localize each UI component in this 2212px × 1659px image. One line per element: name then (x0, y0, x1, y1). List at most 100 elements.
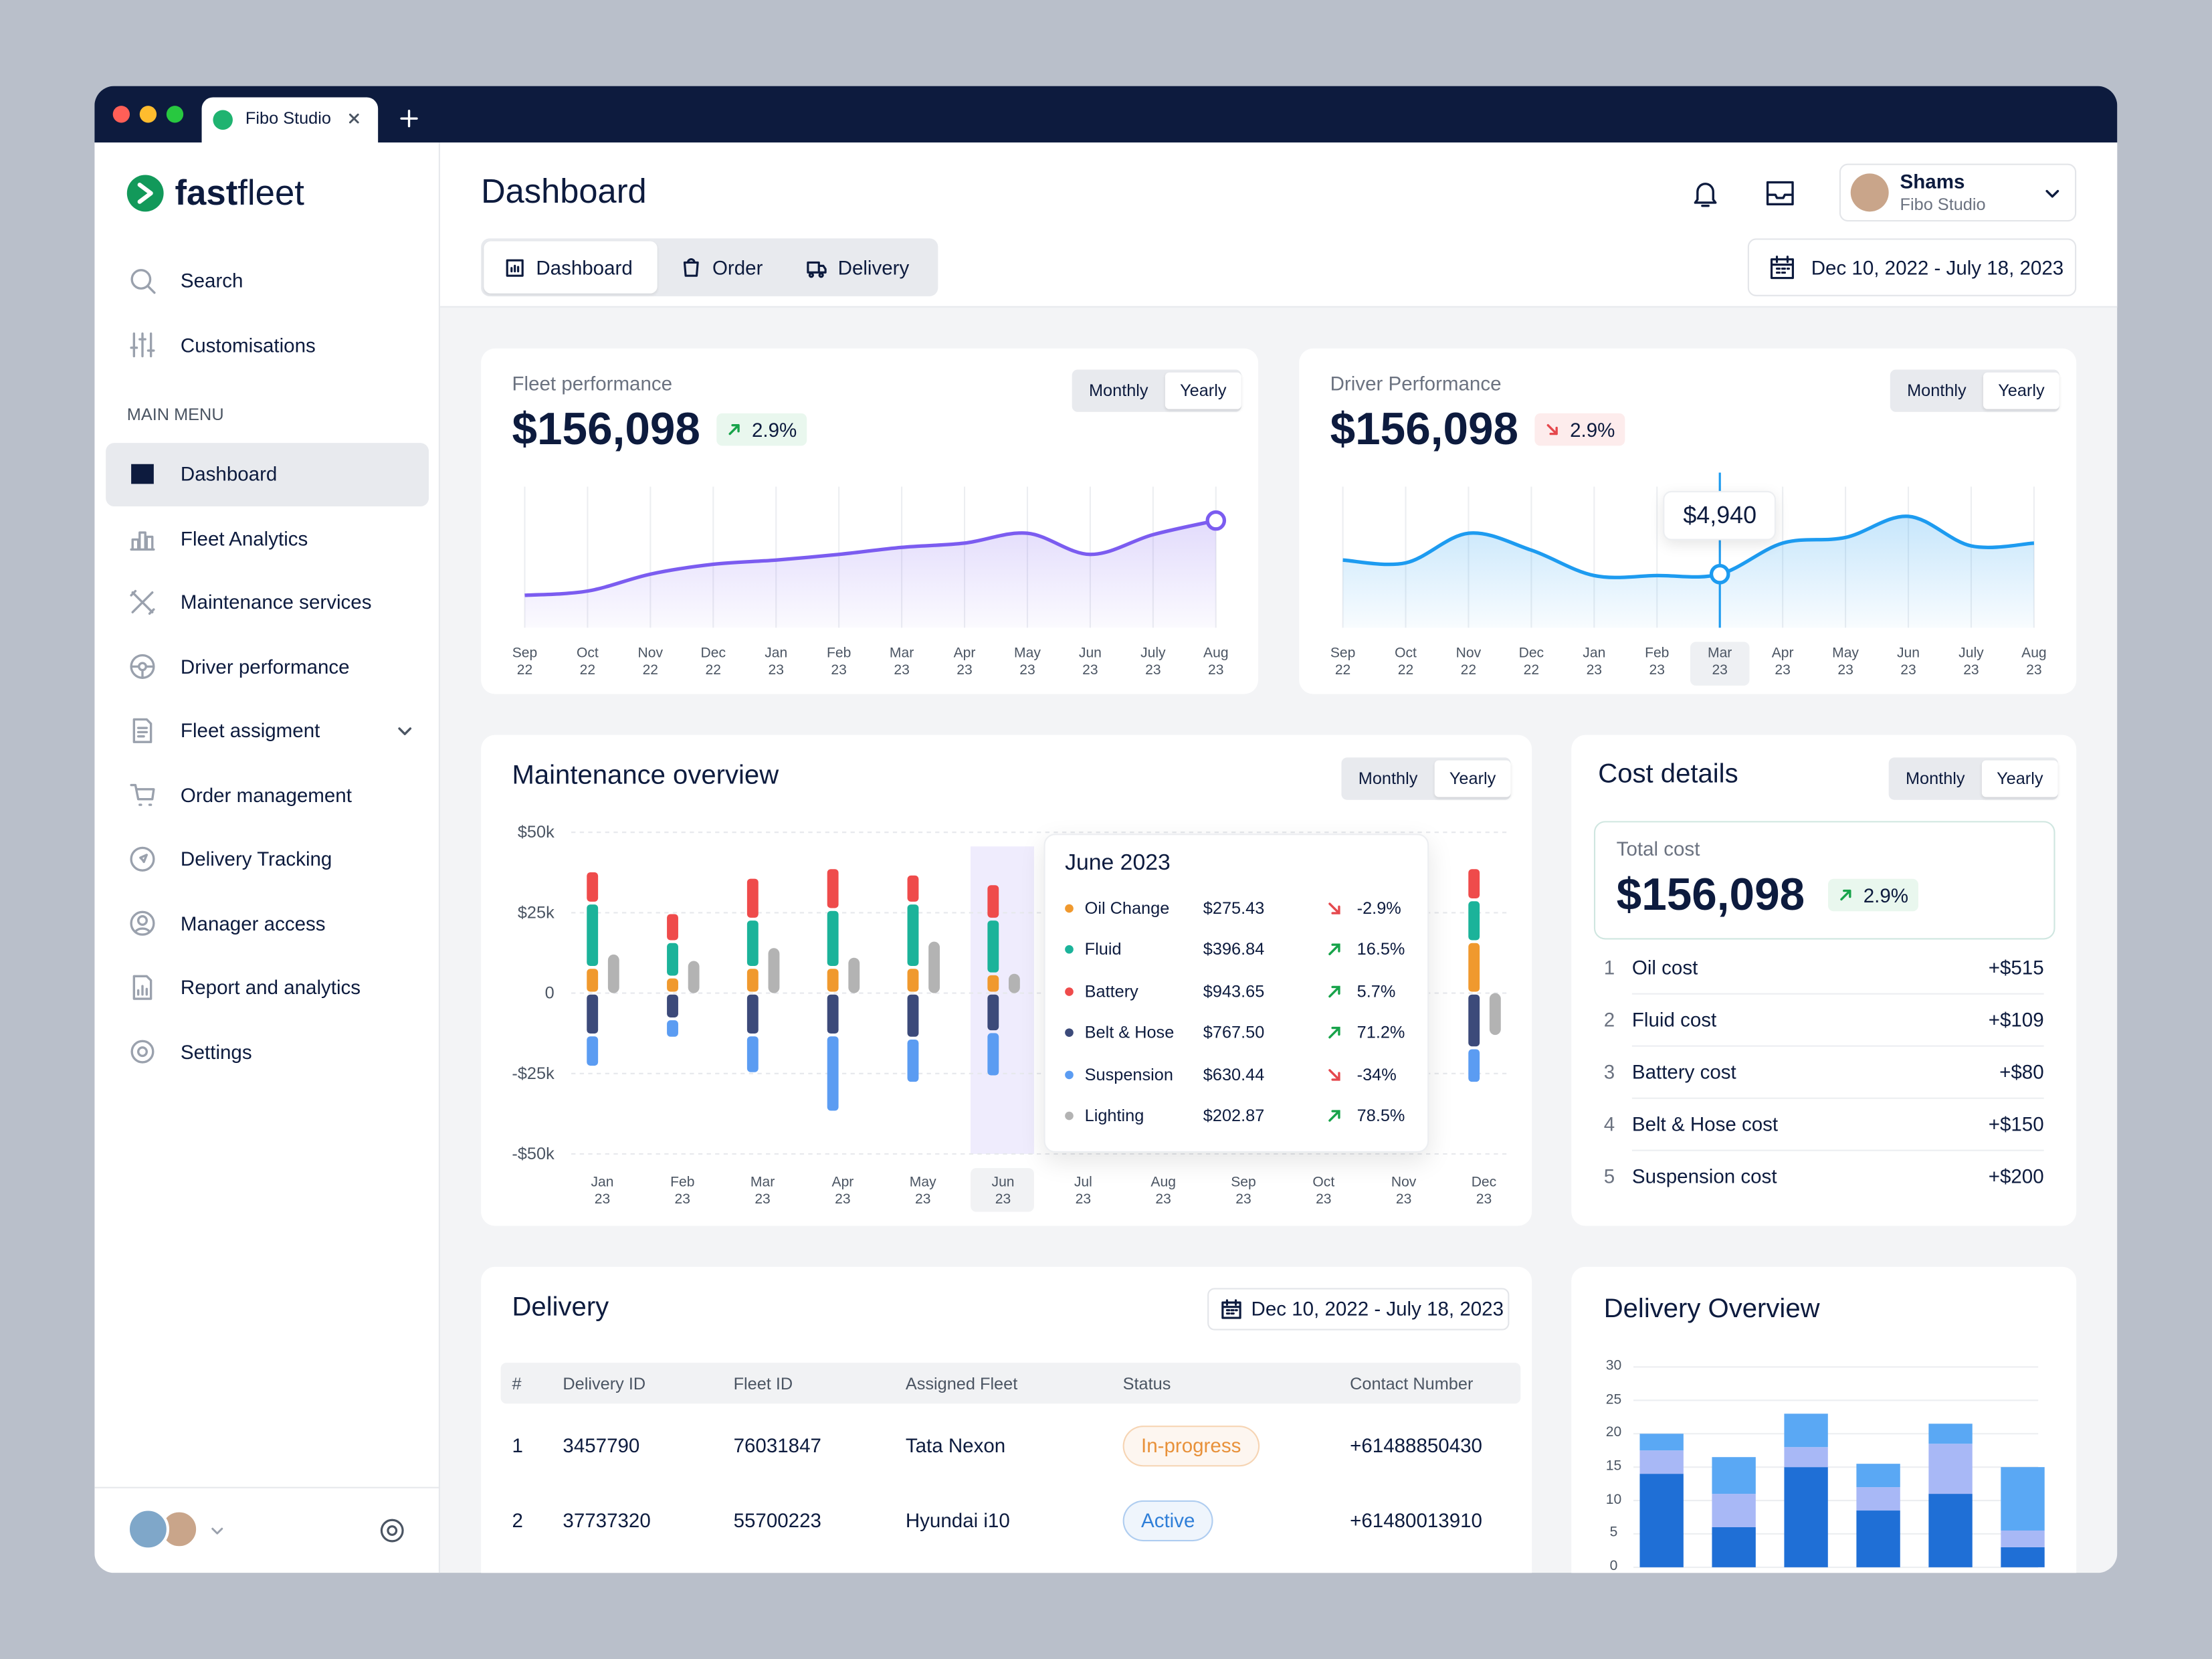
x-tick-label: Jan 23 (591, 1175, 614, 1208)
y-tick-label: 0 (1609, 1559, 1618, 1575)
window-control[interactable] (139, 106, 157, 123)
column-header: Fleet ID (733, 1373, 793, 1393)
menu-item[interactable] (106, 443, 429, 507)
icon (130, 269, 156, 294)
table-cell: 2 (512, 1508, 523, 1532)
bar-segment (587, 969, 599, 992)
icon (1770, 256, 1794, 280)
table-cell: 55700223 (733, 1508, 821, 1532)
table-header (500, 1363, 1521, 1404)
trend-arrow (1328, 902, 1340, 914)
bar-segment (987, 885, 999, 918)
sidebar (94, 142, 440, 1573)
y-tick-label: 5 (1609, 1525, 1618, 1541)
period-option[interactable] (1434, 760, 1511, 797)
bar-segment (746, 920, 759, 967)
x-tick-label: May 23 (1014, 646, 1041, 679)
window-control[interactable] (166, 106, 184, 123)
bar-segment (827, 1036, 839, 1111)
icon (130, 1040, 155, 1064)
period-option[interactable] (1165, 372, 1241, 409)
trend-arrow (1328, 1110, 1340, 1122)
bar-segment (907, 994, 919, 1037)
avatar[interactable] (126, 1508, 170, 1551)
period-option[interactable] (1981, 760, 2058, 797)
x-tick-label: Feb 23 (1645, 646, 1670, 679)
icon (132, 975, 153, 1000)
bar-segment (907, 969, 919, 992)
period-option[interactable] (1983, 372, 2059, 409)
x-tick-label: Nov 23 (1391, 1175, 1417, 1208)
bar-segment (607, 954, 619, 993)
tooltip-title: June 2023 (1065, 851, 1171, 876)
date-range-picker[interactable] (1747, 238, 2077, 296)
trend-arrow-path (1328, 1027, 1340, 1039)
icon (130, 531, 155, 551)
x-tick-label: Dec 22 (700, 646, 726, 679)
tooltip-change: 5.7% (1356, 981, 1396, 1001)
trend-arrow-path (1328, 902, 1340, 914)
table-cell: 76031847 (733, 1434, 821, 1457)
period-option-label: Yearly (1998, 380, 2045, 401)
menu-item-label: Settings (180, 1040, 252, 1063)
x-tick-label: Mar 23 (750, 1175, 775, 1208)
item-value: +$200 (1988, 1165, 2044, 1187)
x-tick-label: Jun 23 (991, 1175, 1015, 1208)
icon (130, 846, 155, 872)
icon (728, 423, 740, 435)
x-tick-label: Feb 23 (826, 646, 851, 679)
bar-segment (907, 1040, 919, 1082)
tooltip-change: -34% (1356, 1064, 1397, 1084)
chart-tooltip (1043, 834, 1429, 1153)
line (524, 518, 1217, 597)
item-value: +$150 (1988, 1112, 2044, 1135)
bar-segment (928, 941, 940, 993)
menu-item-label: Delivery Tracking (180, 847, 332, 870)
bar-segment (587, 872, 599, 902)
row-divider (1631, 1045, 2044, 1047)
bar-segment (1008, 973, 1020, 993)
tooltip-series-name: Suspension (1084, 1064, 1173, 1084)
icon (130, 783, 155, 806)
logo-text: fast (175, 173, 238, 213)
menu-item-label: Order management (180, 783, 352, 806)
bar-segment (667, 994, 678, 1017)
x-tick-label: Oct 22 (1395, 646, 1417, 679)
icon (130, 654, 155, 679)
window-control[interactable] (112, 106, 130, 123)
status-pill: In-progress (1122, 1426, 1260, 1466)
item-index: 1 (1603, 955, 1615, 979)
tooltip-series-name: Belt & Hose (1084, 1022, 1175, 1043)
x-tick-label: May 23 (1832, 646, 1859, 679)
bar-segment (746, 969, 759, 992)
icon (506, 259, 524, 277)
column-header: Status (1122, 1373, 1171, 1393)
change-value: 2.9% (1570, 417, 1615, 441)
y-tick-label: 30 (1605, 1358, 1622, 1374)
icon (131, 464, 154, 484)
bar-segment (1712, 1527, 1756, 1567)
y-tick-label: 0 (544, 983, 555, 1003)
nav-tab[interactable] (484, 241, 658, 294)
card-label: Driver Performance (1330, 371, 1502, 395)
line (1342, 514, 2035, 579)
tooltip-value: $4,940 (1683, 502, 1757, 529)
x-tick-label: Jun 23 (1897, 646, 1920, 679)
item-name: Fluid cost (1631, 1007, 1717, 1031)
x-tick-label: Oct 22 (576, 646, 599, 679)
icon (2045, 189, 2059, 198)
title-bar (94, 86, 2118, 142)
bar-segment (1856, 1487, 1900, 1511)
x-tick-label: July 23 (1958, 646, 1984, 679)
area (524, 520, 1216, 628)
legend-dot (1065, 1111, 1074, 1120)
icon (211, 1527, 223, 1535)
icon (683, 258, 699, 277)
x-tick-label: Sep 23 (1231, 1175, 1256, 1208)
x-tick-label: Jul 23 (1074, 1175, 1092, 1208)
date-range-picker[interactable] (1207, 1288, 1510, 1331)
period-option-label: Yearly (1449, 768, 1496, 789)
